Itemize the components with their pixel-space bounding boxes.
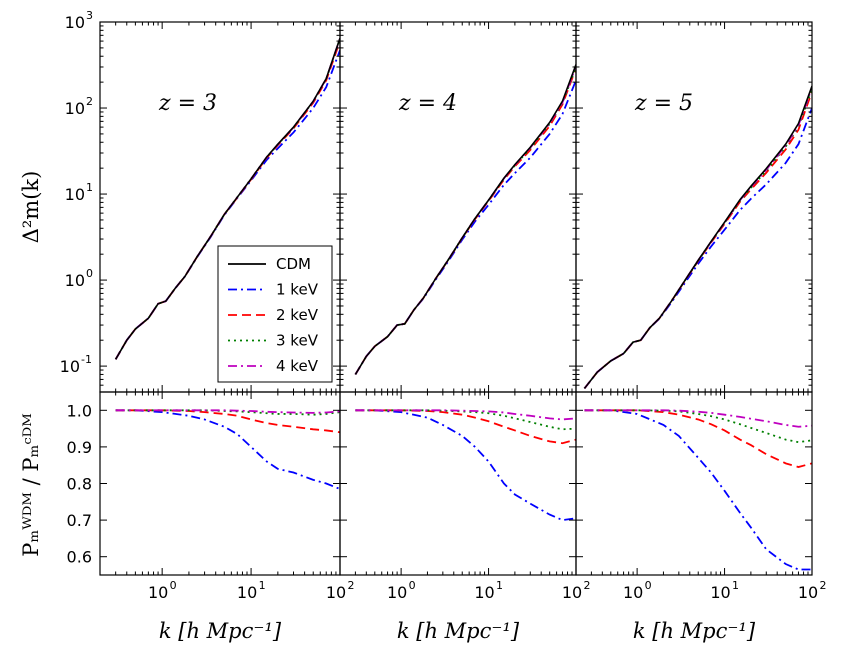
x-tick-label-exponent: 1 [496, 579, 503, 592]
ratio-line-2-kev [115, 409, 340, 434]
y-tick-label: 10 [65, 185, 85, 204]
x-tick-label: 10 [623, 583, 643, 602]
bottom-frame [99, 391, 341, 576]
series-line-3-kev [354, 66, 576, 375]
x-tick-label-exponent: 0 [170, 579, 177, 592]
x-tick-label: 10 [326, 583, 346, 602]
ratio-line-2-kev [584, 409, 812, 468]
series-line-cdm [354, 64, 576, 375]
series-line-4-kev [583, 87, 812, 389]
series-line-2-kev [583, 91, 812, 389]
x-tick-label: 10 [798, 583, 818, 602]
series-line-3-kev [583, 88, 812, 389]
legend-label-1-kev: 1 keV [276, 281, 319, 299]
y-tick-label-exponent: 2 [86, 95, 93, 108]
y-axis-label-top: Δ²m(k) [19, 171, 43, 244]
panel-2 [339, 21, 577, 576]
y-tick-label-exponent: -1 [81, 353, 92, 366]
ratio-line-1-kev [115, 409, 340, 490]
x-axis-label: k [h Mpc⁻¹] [159, 619, 282, 643]
top-frame [575, 21, 813, 393]
x-tick-label-exponent: 2 [348, 579, 355, 592]
y-tick-label-exponent: 0 [86, 267, 93, 280]
x-tick-label-exponent: 2 [820, 579, 827, 592]
panel-3 [575, 21, 813, 576]
power-series-group [583, 85, 812, 389]
legend-label-cdm: CDM [276, 255, 311, 273]
plot-area [99, 21, 813, 576]
y-tick-label: 0.6 [67, 548, 92, 567]
power-series-group [114, 37, 340, 360]
axis-labels: 10 0 10 1 10 2k [h Mpc⁻¹]z = 310 0 10 1 10 2k [h M… [19, 9, 827, 643]
y-tick-label: 10 [65, 99, 85, 118]
x-tick-label-exponent: 1 [732, 579, 739, 592]
series-line-2-kev [354, 67, 576, 375]
series-line-cdm [583, 85, 812, 389]
x-ticks [99, 22, 341, 575]
y-tick-label: 0.9 [67, 438, 92, 457]
legend-label-4-kev: 4 keV [276, 357, 319, 375]
power-series-group [354, 64, 576, 375]
y-tick-label-exponent: 1 [86, 181, 93, 194]
panel-redshift-label: z = 5 [634, 91, 693, 116]
ratio-line-1-kev [584, 409, 812, 571]
y-ticks-bottom [576, 409, 812, 558]
y-tick-label: 0.7 [67, 511, 92, 530]
y-ticks-bottom [100, 409, 340, 558]
x-tick-label-exponent: 0 [645, 579, 652, 592]
panel-redshift-label: z = 3 [158, 91, 217, 116]
x-axis-label: k [h Mpc⁻¹] [633, 619, 756, 643]
series-line-1-kev [354, 79, 576, 375]
series-line-4-kev [354, 65, 576, 375]
legend-label-3-kev: 3 keV [276, 332, 319, 350]
ratio-line-3-kev [355, 409, 576, 431]
x-tick-label-exponent: 2 [584, 579, 591, 592]
legend-box [217, 245, 333, 383]
x-tick-label: 10 [237, 583, 257, 602]
y-axis-label-bottom: Pₘᵂᴰᴹ / Pₘᶜᴰᴹ [19, 413, 43, 557]
series-line-1-kev [583, 107, 812, 389]
ratio-series-group [355, 409, 576, 522]
top-frame [339, 21, 577, 393]
ratio-series-group [115, 409, 340, 490]
x-axis-label: k [h Mpc⁻¹] [397, 619, 520, 643]
ratio-line-4-kev [355, 409, 576, 421]
x-tick-label-exponent: 1 [259, 579, 266, 592]
ratio-line-2-kev [355, 409, 576, 445]
y-tick-label: 1.0 [67, 401, 92, 420]
ratio-line-4-kev [584, 409, 812, 428]
panel-1 [99, 21, 341, 576]
x-tick-label-exponent: 0 [409, 579, 416, 592]
x-tick-label: 10 [387, 583, 407, 602]
y-tick-label: 10 [60, 357, 80, 376]
x-tick-label: 10 [148, 583, 168, 602]
ratio-series-group [584, 409, 812, 571]
bottom-frame [339, 391, 577, 576]
y-ticks-top [576, 21, 812, 393]
x-tick-label: 10 [710, 583, 730, 602]
y-tick-label: 10 [65, 13, 85, 32]
x-ticks [339, 22, 577, 575]
panel-redshift-label: z = 4 [398, 91, 457, 116]
y-ticks-top [340, 21, 576, 393]
ratio-line-1-kev [355, 409, 576, 522]
x-tick-label: 10 [562, 583, 582, 602]
y-ticks-bottom [340, 409, 576, 558]
ratio-line-3-kev [584, 409, 812, 444]
ratio-line-4-kev [115, 409, 340, 414]
y-tick-label: 10 [65, 271, 85, 290]
legend-label-2-kev: 2 keV [276, 306, 319, 324]
x-tick-label: 10 [474, 583, 494, 602]
x-ticks [575, 22, 813, 575]
y-tick-label-exponent: 3 [86, 9, 93, 22]
series-line-cdm [114, 37, 340, 360]
y-tick-label: 0.8 [67, 475, 92, 494]
bottom-frame [575, 391, 813, 576]
legend: CDM 1 keV 2 keV 3 keV 4 keV [217, 245, 333, 383]
